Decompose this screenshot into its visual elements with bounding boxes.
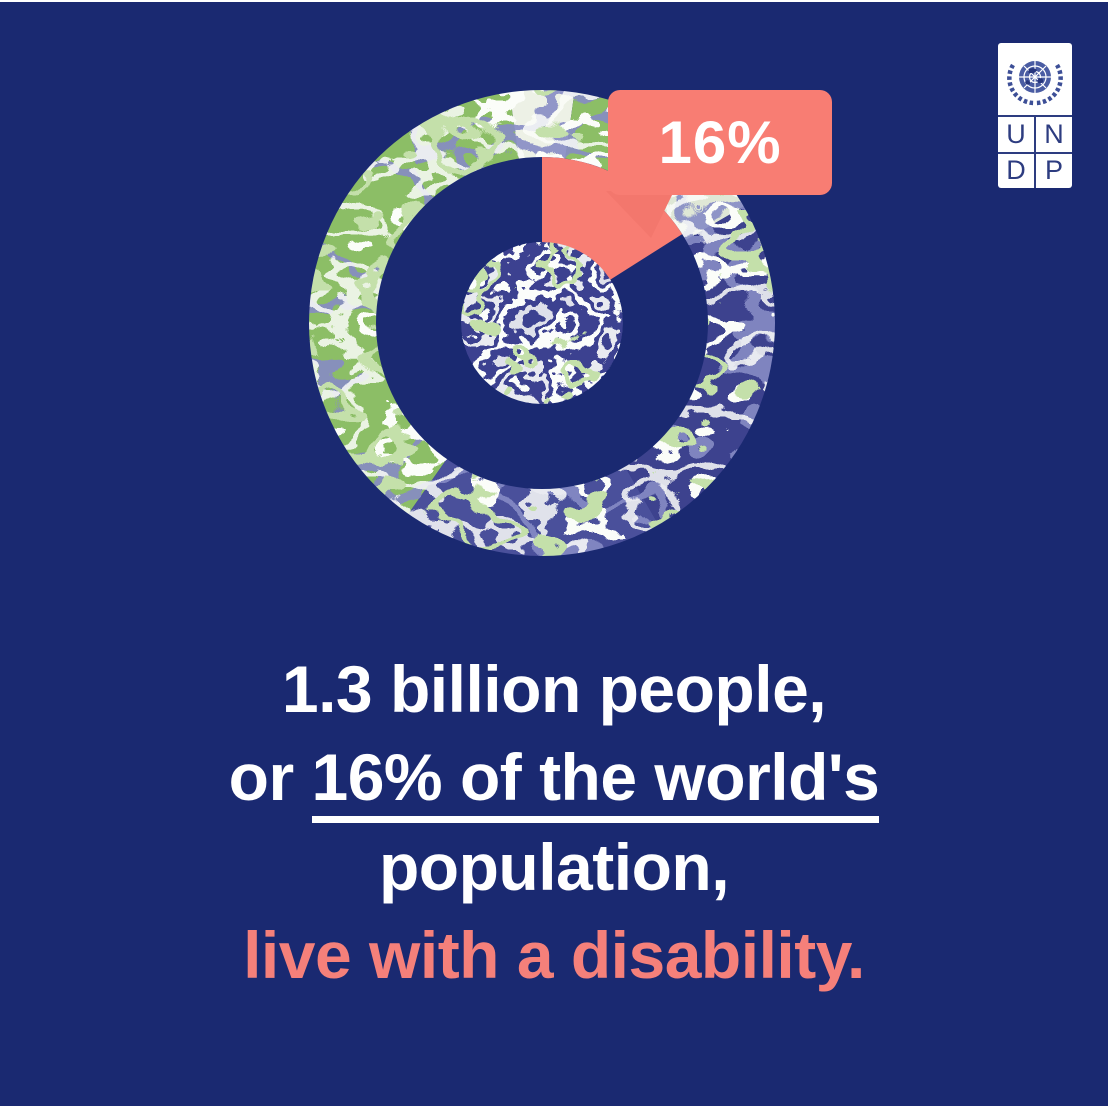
undp-letter-u: U [1006,118,1026,149]
callout-tail [606,191,674,238]
undp-logo: U N D P [998,43,1072,188]
top-border [0,0,1108,2]
callout-bubble: 16% [608,90,832,195]
callout-label: 16% [658,109,782,176]
donut-chart [299,80,786,577]
center-earth [461,242,623,404]
headline-line-3: population, [378,830,730,904]
headline-line-4: live with a disability. [243,918,865,992]
bottom-border [0,1106,1108,1108]
headline-line-2: or 16% of the world's [0,733,1108,823]
headline-line-2-prefix: or [228,740,312,814]
undp-letter-n: N [1034,117,1072,152]
undp-letter-p: P [1034,153,1072,188]
headline-line-2-underlined: 16% of the world's [311,740,880,823]
un-emblem-icon [998,43,1072,115]
headline: 1.3 billion people, or 16% of the world'… [0,645,1108,999]
headline-line-1: 1.3 billion people, [281,652,827,726]
undp-letter-grid: U N D P [998,115,1072,188]
undp-letter-d: D [1006,155,1026,186]
